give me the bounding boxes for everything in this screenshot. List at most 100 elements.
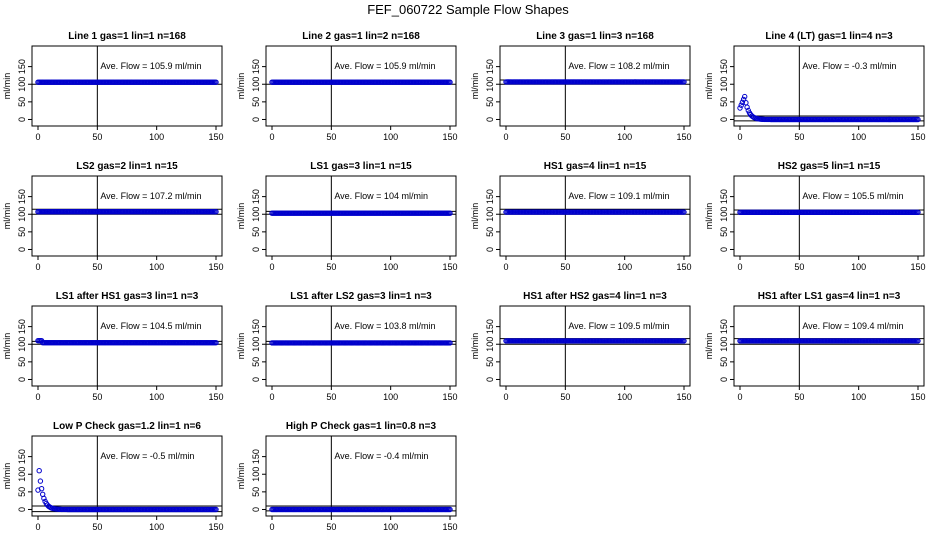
y-tick-label: 100	[719, 337, 729, 352]
x-tick-label: 100	[383, 392, 398, 402]
y-tick-label: 0	[251, 377, 261, 382]
panel-6: LS1 gas=3 lin=1 n=15 0 50 100 150 0 50 100 150 ml…	[236, 161, 458, 272]
panel-title: Line 1 gas=1 lin=1 n=168	[68, 31, 186, 42]
panel-title: Low P Check gas=1.2 lin=1 n=6	[53, 421, 201, 432]
y-tick-label: 100	[251, 337, 261, 352]
x-tick-label: 0	[737, 392, 742, 402]
ave-flow-annotation: Ave. Flow = 104.5 ml/min	[100, 321, 201, 331]
x-tick-label: 100	[149, 262, 164, 272]
y-tick-label: 150	[17, 319, 27, 334]
x-tick-label: 100	[149, 522, 164, 532]
plot-frame	[499, 305, 691, 387]
y-tick-label: 150	[17, 59, 27, 74]
y-tick-label: 0	[719, 377, 729, 382]
plot-frame	[733, 175, 925, 257]
data-point	[213, 79, 219, 85]
x-tick-label: 0	[269, 132, 274, 142]
y-axis-label: ml/min	[236, 73, 246, 100]
x-tick-label: 0	[737, 262, 742, 272]
x-tick-label: 100	[851, 392, 866, 402]
x-tick-label: 150	[442, 132, 457, 142]
x-tick-label: 150	[910, 262, 925, 272]
x-tick-label: 150	[208, 522, 223, 532]
x-tick-label: 100	[149, 392, 164, 402]
panel-2: Line 2 gas=1 lin=2 n=168 0 50 100 150 0 50 100 1…	[236, 31, 458, 142]
panel-title: Line 2 gas=1 lin=2 n=168	[302, 31, 420, 42]
y-tick-label: 150	[251, 189, 261, 204]
ave-flow-annotation: Ave. Flow = 105.5 ml/min	[802, 191, 903, 201]
data-point	[38, 486, 45, 492]
x-tick-label: 150	[910, 392, 925, 402]
y-tick-label: 0	[17, 117, 27, 122]
y-tick-label: 100	[485, 207, 495, 222]
y-axis-label: ml/min	[704, 333, 714, 360]
x-tick-label: 150	[442, 392, 457, 402]
y-tick-label: 150	[485, 189, 495, 204]
y-tick-label: 50	[719, 97, 729, 107]
data-point	[213, 506, 219, 513]
x-tick-label: 50	[326, 392, 336, 402]
panel-13: Low P Check gas=1.2 lin=1 n=6 0 50 100 150 0 5…	[2, 421, 224, 532]
x-tick-label: 0	[269, 262, 274, 272]
y-tick-label: 0	[251, 247, 261, 252]
y-tick-label: 0	[485, 117, 495, 122]
data-point	[681, 338, 687, 344]
y-tick-label: 150	[17, 189, 27, 204]
x-tick-label: 50	[326, 132, 336, 142]
x-tick-label: 0	[35, 132, 40, 142]
panel-12: HS1 after LS1 gas=4 lin=1 n=3 0 50 100 150 0 5…	[704, 291, 926, 402]
plot-frame	[265, 175, 457, 257]
data-point	[737, 105, 743, 111]
x-tick-label: 100	[383, 132, 398, 142]
data-point	[37, 478, 44, 484]
data-point	[447, 340, 453, 346]
panel-title: Line 3 gas=1 lin=3 n=168	[536, 31, 654, 42]
ave-flow-annotation: Ave. Flow = -0.4 ml/min	[334, 451, 428, 461]
x-tick-label: 100	[149, 132, 164, 142]
x-tick-label: 0	[35, 262, 40, 272]
x-tick-label: 0	[503, 392, 508, 402]
y-axis-label: ml/min	[2, 73, 12, 100]
y-tick-label: 100	[17, 337, 27, 352]
x-tick-label: 0	[269, 522, 274, 532]
plot-frame	[31, 175, 223, 257]
x-tick-label: 50	[92, 522, 102, 532]
y-tick-label: 50	[17, 487, 27, 497]
x-tick-label: 100	[383, 522, 398, 532]
x-tick-label: 50	[560, 132, 570, 142]
y-tick-label: 100	[485, 337, 495, 352]
x-tick-label: 150	[442, 522, 457, 532]
y-axis-label: ml/min	[470, 203, 480, 230]
panel-title: LS1 gas=3 lin=1 n=15	[310, 161, 412, 172]
y-tick-label: 100	[251, 207, 261, 222]
x-tick-label: 150	[910, 132, 925, 142]
x-tick-label: 0	[737, 132, 742, 142]
y-tick-label: 150	[719, 189, 729, 204]
y-tick-label: 100	[485, 77, 495, 92]
ave-flow-annotation: Ave. Flow = 103.8 ml/min	[334, 321, 435, 331]
plot-frame	[265, 435, 457, 517]
ave-flow-annotation: Ave. Flow = -0.5 ml/min	[100, 451, 194, 461]
y-tick-label: 50	[251, 97, 261, 107]
panel-title: HS1 gas=4 lin=1 n=15	[544, 161, 647, 172]
data-point	[915, 116, 921, 123]
x-tick-label: 50	[794, 262, 804, 272]
data-point	[742, 93, 748, 100]
y-tick-label: 50	[17, 97, 27, 107]
x-tick-label: 50	[794, 392, 804, 402]
x-tick-label: 100	[383, 262, 398, 272]
panel-title: Line 4 (LT) gas=1 lin=4 n=3	[765, 31, 893, 42]
y-tick-label: 0	[485, 247, 495, 252]
x-tick-label: 150	[676, 392, 691, 402]
panel-title: HS2 gas=5 lin=1 n=15	[778, 161, 881, 172]
data-point	[447, 210, 453, 216]
y-tick-label: 100	[719, 77, 729, 92]
y-tick-label: 0	[719, 247, 729, 252]
x-tick-label: 150	[208, 262, 223, 272]
ave-flow-annotation: Ave. Flow = 105.9 ml/min	[100, 61, 201, 71]
y-tick-label: 0	[17, 377, 27, 382]
panel-1: Line 1 gas=1 lin=1 n=168 0 50 100 150 0 50 100 1…	[2, 31, 224, 142]
x-tick-label: 100	[617, 262, 632, 272]
x-tick-label: 100	[851, 262, 866, 272]
